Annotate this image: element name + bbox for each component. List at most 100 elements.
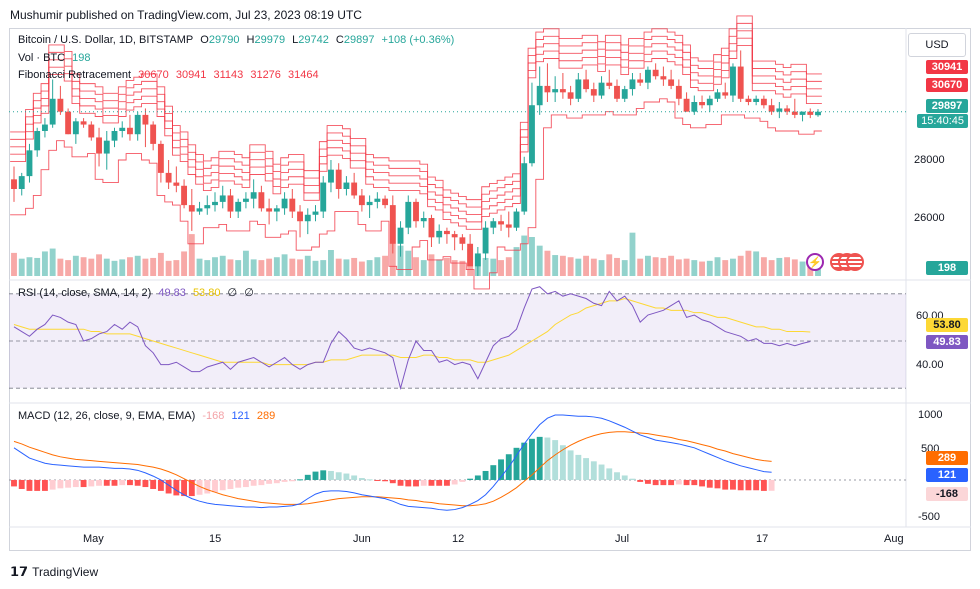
volume-bar — [583, 255, 590, 276]
rsi-value: 49.83 — [158, 287, 186, 299]
macd-histogram-bar — [273, 479, 280, 484]
candle-body — [745, 98, 752, 102]
volume-bar — [436, 259, 443, 276]
candle-body — [467, 243, 474, 267]
macd-histogram-bar — [335, 472, 342, 480]
volume-bar — [134, 255, 141, 276]
volume-label: Vol · BTC — [18, 52, 66, 64]
tradingview-logo[interactable]: 𝟭𝟳 TradingView — [10, 564, 98, 580]
macd-histogram-bar — [482, 470, 489, 480]
macd-histogram-bar — [683, 479, 690, 486]
us-flag-icon[interactable] — [830, 253, 866, 271]
macd-histogram-bar — [598, 464, 605, 480]
candle-body — [11, 179, 17, 189]
candle-body — [436, 230, 443, 238]
currency-button[interactable]: USD — [908, 33, 966, 57]
candle-body — [289, 198, 296, 212]
candle-body — [173, 182, 180, 186]
chart-frame — [9, 28, 971, 551]
macd-histogram-bar — [281, 479, 288, 482]
candle-body — [567, 92, 574, 99]
volume-bar — [41, 251, 48, 276]
volume-bar — [266, 258, 273, 276]
time-tick: Jul — [615, 533, 630, 545]
macd-histogram-bar — [644, 479, 651, 484]
volume-bar — [382, 255, 389, 276]
volume-bar — [552, 255, 559, 276]
candle-body — [706, 98, 713, 106]
candle-body — [815, 111, 821, 116]
macd-histogram-bar — [536, 436, 543, 480]
candle-body — [88, 124, 95, 138]
volume-bar — [328, 250, 334, 276]
volume-bar — [273, 257, 280, 276]
macd-histogram-bar — [552, 440, 559, 480]
macd-histogram-bar — [80, 479, 87, 488]
macd-tick: 1000 — [918, 409, 943, 421]
candle-body — [776, 108, 783, 112]
volume-bar — [235, 260, 242, 276]
volume-bar — [459, 260, 466, 276]
candle-body — [621, 89, 628, 99]
macd-histogram-bar — [227, 479, 234, 489]
macd-histogram-bar — [443, 479, 450, 486]
fib-legend: Fibonacci Retracement 30670 30941 31143 … — [18, 69, 323, 81]
fib-value: 30941 — [175, 69, 207, 81]
volume-bar — [691, 260, 698, 276]
macd-histogram-bar — [150, 479, 157, 489]
macd-histogram-bar — [49, 479, 56, 490]
rsi-sma-tag: 53.80 — [926, 318, 968, 332]
candle-body — [250, 192, 257, 199]
macd-histogram-bar — [374, 479, 381, 481]
macd-histogram-bar — [204, 479, 211, 494]
candle-body — [157, 143, 164, 173]
macd-histogram-bar — [127, 479, 133, 486]
macd-histogram-bar — [451, 479, 458, 485]
high-label: H — [246, 34, 255, 46]
macd-label: MACD (12, 26, close, 9, EMA, EMA) — [18, 410, 196, 422]
candle-body — [559, 89, 566, 93]
fib-value: 31464 — [287, 69, 319, 81]
macd-signal-value: 289 — [256, 410, 276, 422]
volume-bar — [428, 254, 435, 276]
candle-body — [273, 208, 280, 212]
macd-histogram-bar — [467, 478, 474, 480]
macd-histogram-bar — [413, 479, 419, 487]
fib-upper-line — [10, 22, 822, 208]
macd-histogram-bar — [304, 474, 311, 480]
volume-bar — [614, 257, 620, 276]
low-label: L — [292, 34, 299, 46]
candle-body — [791, 111, 798, 115]
macd-histogram-bar — [637, 479, 644, 482]
macd-histogram-bar — [629, 478, 636, 480]
candle-body — [304, 214, 311, 222]
macd-histogram-bar — [474, 475, 481, 480]
volume-bar — [443, 257, 450, 276]
lightning-icon[interactable]: ⚡ — [806, 253, 824, 271]
volume-tag: 198 — [926, 261, 968, 275]
candle-body — [420, 218, 427, 222]
rsi-legend: RSI (14, close, SMA, 14, 2) 49.83 53.80 … — [18, 286, 258, 299]
volume-bar — [668, 255, 675, 276]
macd-signal-line — [13, 431, 772, 507]
macd-histogram-bar — [529, 438, 535, 480]
volume-bar — [250, 259, 257, 276]
macd-histogram-bar — [320, 470, 327, 480]
macd-histogram-bar — [660, 479, 667, 486]
macd-tick: -500 — [918, 511, 941, 523]
macd-histogram-bar — [606, 468, 613, 480]
macd-line — [13, 414, 772, 511]
candle-body — [41, 124, 48, 131]
macd-histogram-bar — [714, 479, 721, 489]
macd-histogram-bar — [358, 478, 365, 480]
macd-histogram-bar — [11, 479, 17, 487]
macd-legend: MACD (12, 26, close, 9, EMA, EMA) -168 1… — [18, 410, 279, 422]
price-tick: 26000 — [914, 212, 945, 224]
macd-histogram-bar — [490, 465, 497, 480]
candle-body — [544, 85, 551, 93]
volume-bar — [776, 257, 783, 276]
rsi-label: RSI (14, close, SMA, 14, 2) — [18, 287, 152, 299]
candle-body — [660, 76, 667, 80]
volume-bar — [760, 257, 767, 276]
